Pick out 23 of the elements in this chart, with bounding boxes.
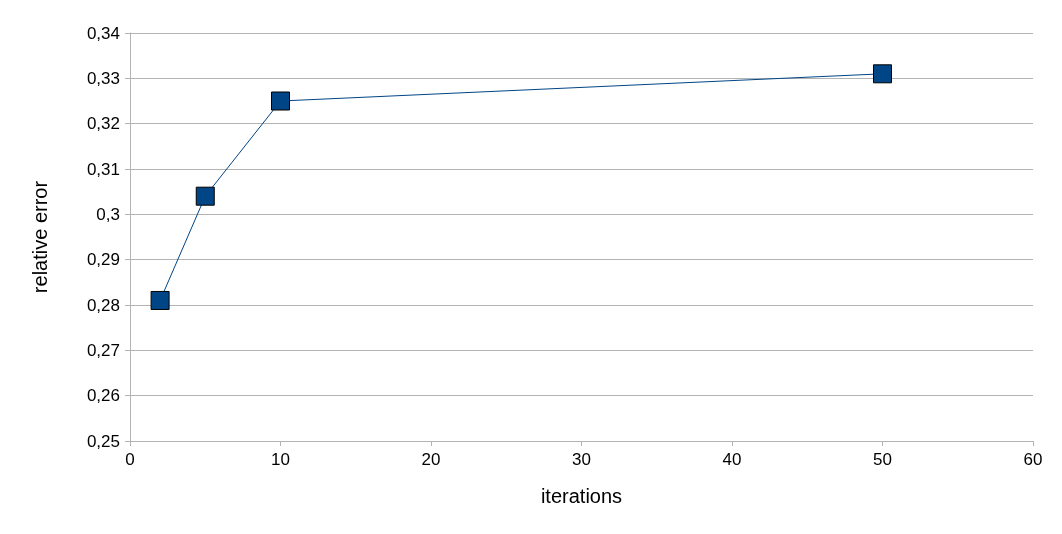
x-tick-label: 40 xyxy=(722,450,742,469)
y-tick-label: 0,3 xyxy=(96,204,120,224)
y-tick-label: 0,29 xyxy=(86,250,120,270)
x-tick-label: 20 xyxy=(421,450,441,469)
y-tick-label: 0,28 xyxy=(86,295,120,315)
y-tick-label: 0,27 xyxy=(86,340,120,360)
y-axis-title: relative error xyxy=(29,180,51,294)
point xyxy=(195,186,215,206)
x-tick-label: 30 xyxy=(572,450,591,469)
point xyxy=(873,64,892,84)
x-tick-label: 10 xyxy=(271,450,290,469)
y-tick-label: 0,26 xyxy=(86,386,120,406)
y-tick-label: 0,31 xyxy=(86,159,120,179)
y-tick-label: 0,25 xyxy=(86,431,120,451)
y-tick-label: 0,34 xyxy=(86,23,120,43)
x-tick-label: 50 xyxy=(873,450,892,469)
point xyxy=(271,91,290,111)
x-tick-label: 0 xyxy=(125,450,135,469)
point xyxy=(150,290,170,310)
x-axis-title: iterations xyxy=(540,485,623,507)
y-tick-label: 0,32 xyxy=(86,114,120,134)
x-tick-label: 60 xyxy=(1023,450,1043,469)
y-tick-label: 0,33 xyxy=(86,68,120,88)
